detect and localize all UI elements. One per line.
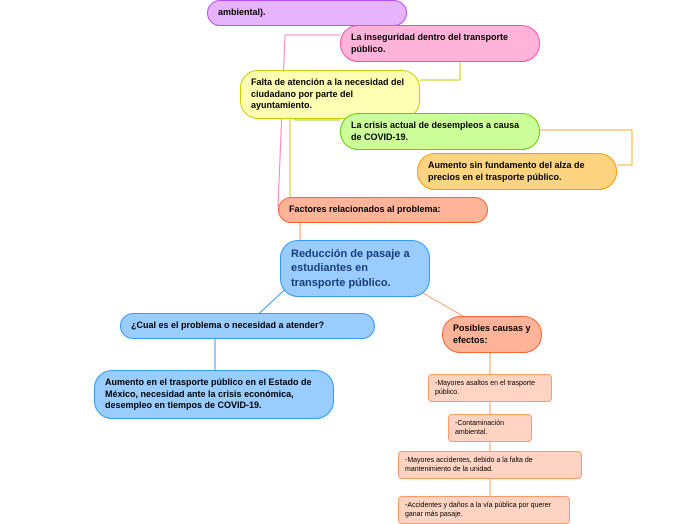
node-inseguridad: La inseguridad dentro del transporte púb… — [340, 25, 540, 62]
node-label: Posibles causas y efectos: — [453, 323, 531, 345]
node-problema: ¿Cual es el problema o necesidad a atend… — [120, 313, 375, 339]
node-causas: Posibles causas y efectos: — [442, 316, 542, 353]
node-aumento-precio: Aumento sin fundamento del alza de preci… — [417, 153, 617, 190]
node-label: ¿Cual es el problema o necesidad a atend… — [131, 320, 324, 330]
node-factores: Factores relacionados al problema: — [278, 197, 488, 223]
node-accidentes: -Mayores accidentes, debido a la falta d… — [398, 451, 582, 479]
node-label: Aumento en el trasporte público en el Es… — [105, 377, 312, 410]
node-central: Reducción de pasaje a estudiantes en tra… — [280, 240, 430, 297]
node-asaltos: -Mayores asaltos en el trasporte público… — [428, 374, 552, 402]
node-label: -Mayores asaltos en el trasporte público… — [435, 380, 535, 396]
node-falta-atencion: Falta de atención a la necesidad del ciu… — [240, 70, 420, 119]
node-label: Factores relacionados al problema: — [289, 204, 441, 214]
node-label: Aumento sin fundamento del alza de preci… — [428, 160, 585, 182]
node-label: -Mayores accidentes, debido a la falta d… — [405, 457, 533, 473]
node-label: Reducción de pasaje a estudiantes en tra… — [291, 248, 410, 289]
node-label: -Contaminación ambiental. — [455, 420, 504, 436]
node-label: La inseguridad dentro del transporte púb… — [351, 32, 508, 54]
node-ambiental: ambiental). — [207, 0, 407, 26]
node-label: La crisis actual de desempleos a causa d… — [351, 120, 519, 142]
node-label: -Accidentes y daños a la vía pública por… — [405, 502, 551, 518]
node-label: Falta de atención a la necesidad del ciu… — [251, 77, 404, 110]
node-contaminacion: -Contaminación ambiental. — [448, 414, 532, 442]
node-label: ambiental). — [218, 7, 266, 17]
node-crisis-covid: La crisis actual de desempleos a causa d… — [340, 113, 540, 150]
node-aumento-transporte: Aumento en el trasporte público en el Es… — [94, 370, 334, 419]
